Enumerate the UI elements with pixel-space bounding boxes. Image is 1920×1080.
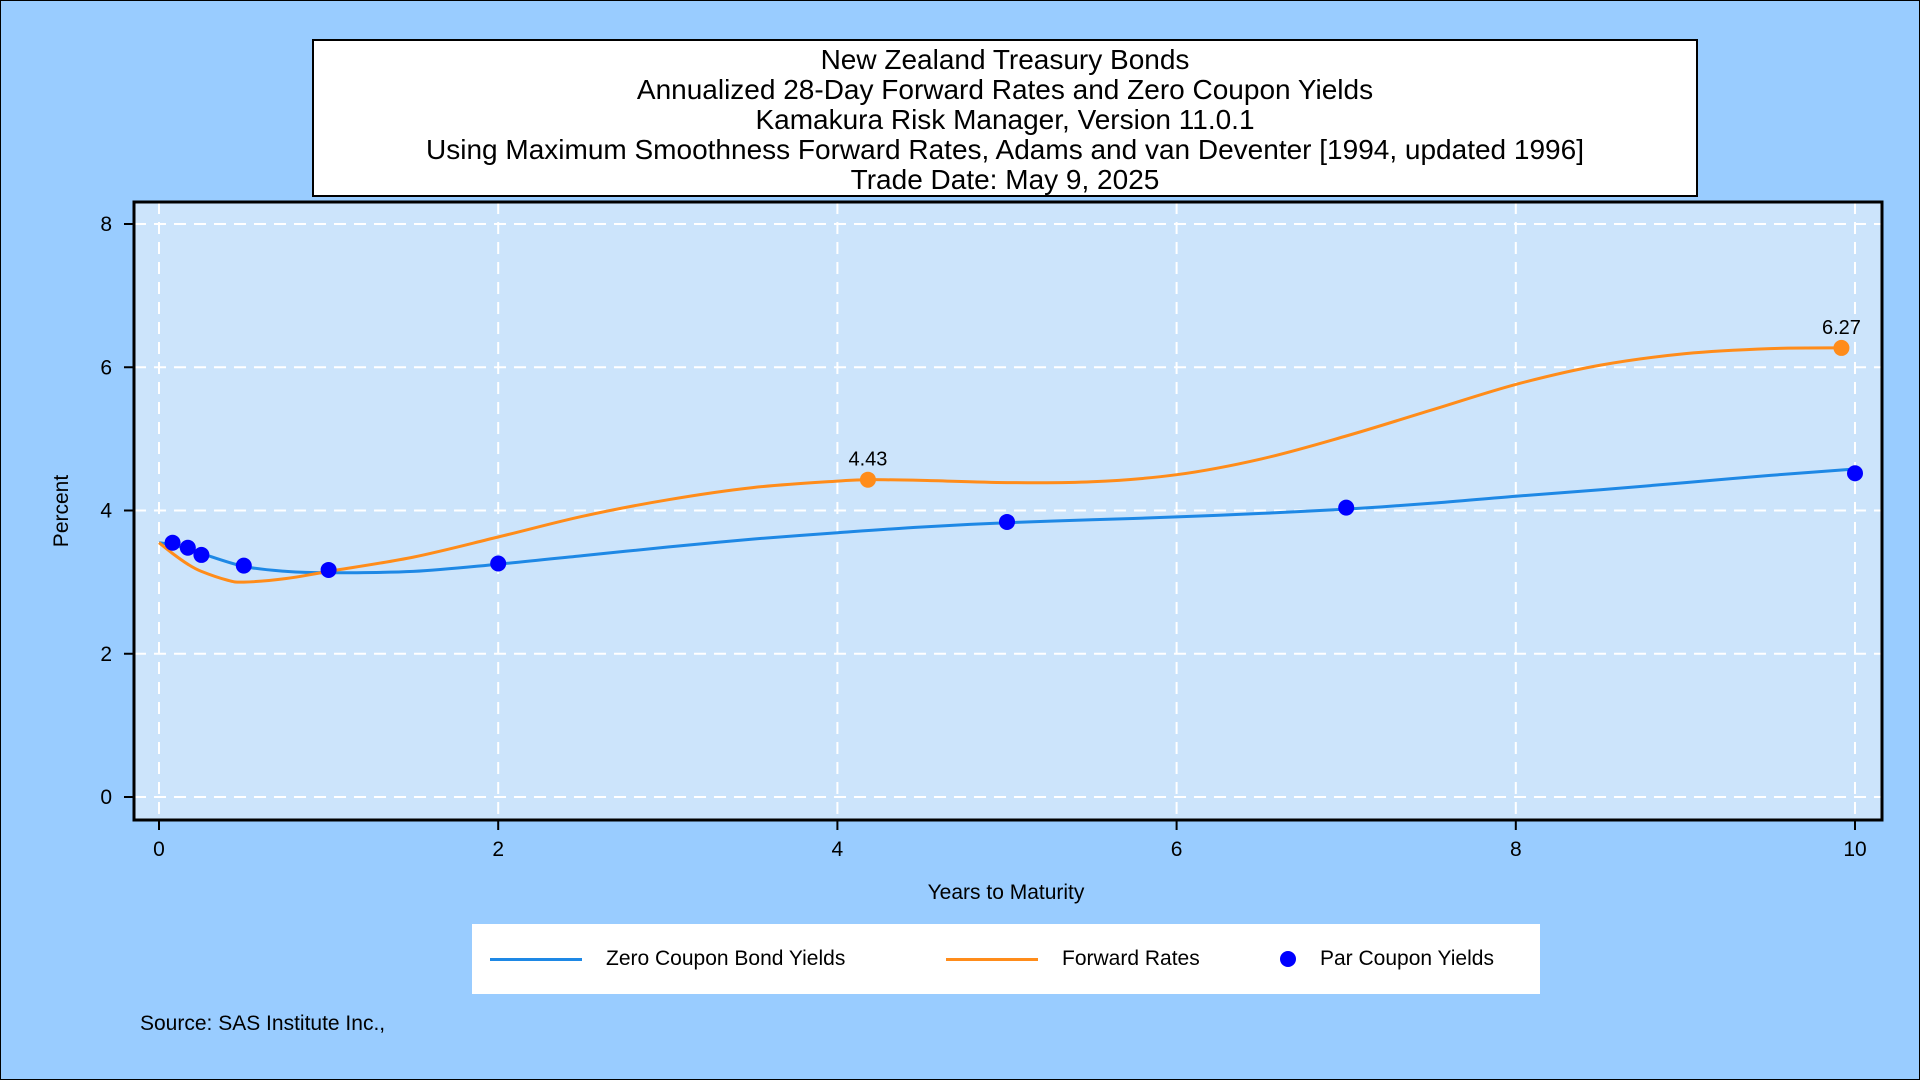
data-point-par-coupon-yields-8 — [1847, 465, 1863, 482]
axes: 0 2 4 6 8 10 0 2 4 6 8 — [100, 200, 1884, 861]
y-tick-label-4: 4 — [100, 500, 112, 523]
chart-title-box: New Zealand Treasury Bonds Annualized 28… — [312, 39, 1698, 197]
legend-item-par-coupon: Par Coupon Yields — [1280, 924, 1494, 994]
y-tick-label-8: 8 — [100, 213, 112, 236]
chart-title-line-3: Kamakura Risk Manager, Version 11.0.1 — [755, 104, 1255, 135]
annotation-marker-0 — [859, 471, 876, 488]
chart-title-line-5: Trade Date: May 9, 2025 — [850, 164, 1160, 195]
legend-label-forward: Forward Rates — [1062, 947, 1200, 970]
data-point-par-coupon-yields-7 — [1338, 499, 1355, 516]
data-point-par-coupon-yields-5 — [490, 555, 507, 572]
legend: Zero Coupon Bond Yields Forward Rates Pa… — [472, 924, 1540, 994]
data-point-par-coupon-yields-2 — [193, 546, 210, 563]
y-tick-label-6: 6 — [100, 356, 112, 379]
annotation-marker-1 — [1833, 339, 1850, 356]
annotation-label-1: 6.27 — [1822, 317, 1861, 339]
grid-lines — [134, 202, 1882, 820]
x-axis-label: Years to Maturity — [928, 881, 1085, 904]
legend-swatch-zero-coupon — [490, 957, 582, 961]
x-tick-label-2: 2 — [492, 838, 504, 861]
series-line-zero-coupon-bond-yields — [158, 467, 1856, 575]
y-axis-label: Percent — [50, 475, 73, 548]
chart-title-line-4: Using Maximum Smoothness Forward Rates, … — [426, 134, 1584, 165]
x-tick-label-8: 8 — [1510, 838, 1522, 861]
x-tick-label-4: 4 — [832, 838, 844, 861]
legend-swatch-forward — [946, 957, 1038, 961]
x-tick-label-6: 6 — [1171, 838, 1183, 861]
chart-title-line-2: Annualized 28-Day Forward Rates and Zero… — [636, 74, 1374, 105]
x-tick-label-0: 0 — [153, 838, 165, 861]
legend-label-zero-coupon: Zero Coupon Bond Yields — [606, 947, 846, 970]
data-point-par-coupon-yields-1 — [179, 539, 196, 556]
legend-label-par-coupon: Par Coupon Yields — [1320, 947, 1494, 970]
y-tick-label-0: 0 — [100, 786, 112, 809]
series-layer — [158, 346, 1863, 584]
annotation-label-0: 4.43 — [848, 449, 887, 471]
chart-title-line-1: New Zealand Treasury Bonds — [820, 44, 1190, 75]
data-point-par-coupon-yields-3 — [235, 557, 252, 574]
legend-item-zero-coupon: Zero Coupon Bond Yields — [490, 924, 845, 994]
annotations: 4.43 6.27 — [848, 317, 1861, 488]
source-note: Source: SAS Institute Inc., — [140, 1012, 386, 1035]
data-point-par-coupon-yields-0 — [164, 534, 181, 551]
x-tick-label-10: 10 — [1843, 838, 1866, 861]
data-point-par-coupon-yields-4 — [320, 561, 337, 578]
legend-swatch-par-coupon — [1280, 951, 1296, 967]
legend-item-forward: Forward Rates — [946, 924, 1200, 994]
y-tick-label-2: 2 — [100, 643, 112, 666]
data-point-par-coupon-yields-6 — [999, 513, 1015, 530]
series-line-forward-rates — [158, 346, 1842, 584]
